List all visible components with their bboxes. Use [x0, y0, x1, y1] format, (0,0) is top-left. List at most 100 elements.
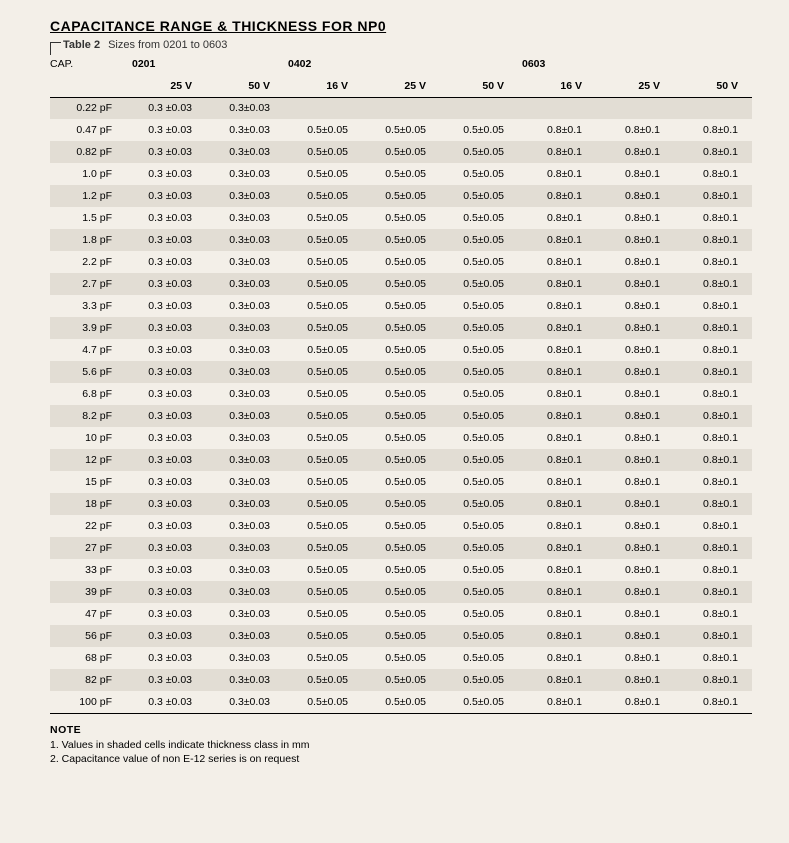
thickness-value: 0.3 ±0.03 — [128, 427, 206, 449]
thickness-value: 0.5±0.05 — [440, 537, 518, 559]
thickness-value: 0.3±0.03 — [206, 603, 284, 625]
thickness-value: 0.8±0.1 — [596, 163, 674, 185]
thickness-value: 0.8±0.1 — [518, 515, 596, 537]
thickness-value: 0.8±0.1 — [518, 471, 596, 493]
table-row: 22 pF0.3 ±0.030.3±0.030.5±0.050.5±0.050.… — [50, 515, 752, 537]
cap-value: 12 pF — [50, 449, 128, 471]
thickness-value: 0.8±0.1 — [518, 317, 596, 339]
thickness-value: 0.8±0.1 — [596, 581, 674, 603]
col-size-0201: 0201 — [128, 53, 206, 75]
table-row: 27 pF0.3 ±0.030.3±0.030.5±0.050.5±0.050.… — [50, 537, 752, 559]
table-row: 0.82 pF0.3 ±0.030.3±0.030.5±0.050.5±0.05… — [50, 141, 752, 163]
cap-value: 1.0 pF — [50, 163, 128, 185]
thickness-value: 0.8±0.1 — [674, 207, 752, 229]
page: CAPACITANCE RANGE & THICKNESS FOR NP0 Ta… — [0, 0, 789, 797]
thickness-value: 0.8±0.1 — [674, 229, 752, 251]
thickness-value: 0.5±0.05 — [440, 119, 518, 141]
thickness-value: 0.8±0.1 — [674, 185, 752, 207]
thickness-value: 0.5±0.05 — [362, 493, 440, 515]
cap-value: 3.9 pF — [50, 317, 128, 339]
cap-value: 100 pF — [50, 691, 128, 713]
thickness-value: 0.3±0.03 — [206, 273, 284, 295]
cap-value: 0.47 pF — [50, 119, 128, 141]
thickness-value: 0.8±0.1 — [674, 515, 752, 537]
thickness-value: 0.3 ±0.03 — [128, 339, 206, 361]
cap-value: 5.6 pF — [50, 361, 128, 383]
thickness-value: 0.8±0.1 — [596, 669, 674, 691]
table-row: 100 pF0.3 ±0.030.3±0.030.5±0.050.5±0.050… — [50, 691, 752, 713]
cap-value: 15 pF — [50, 471, 128, 493]
thickness-value: 0.8±0.1 — [518, 691, 596, 713]
table-body: 0.22 pF0.3 ±0.030.3±0.030.47 pF0.3 ±0.03… — [50, 97, 752, 713]
cap-value: 10 pF — [50, 427, 128, 449]
thickness-value: 0.3±0.03 — [206, 625, 284, 647]
thickness-value: 0.3 ±0.03 — [128, 471, 206, 493]
table-row: 10 pF0.3 ±0.030.3±0.030.5±0.050.5±0.050.… — [50, 427, 752, 449]
thickness-value: 0.3±0.03 — [206, 207, 284, 229]
thickness-value: 0.5±0.05 — [362, 559, 440, 581]
thickness-value: 0.3 ±0.03 — [128, 537, 206, 559]
thickness-value: 0.3 ±0.03 — [128, 229, 206, 251]
thickness-value: 0.8±0.1 — [518, 141, 596, 163]
table-row: 2.7 pF0.3 ±0.030.3±0.030.5±0.050.5±0.050… — [50, 273, 752, 295]
table-row: 82 pF0.3 ±0.030.3±0.030.5±0.050.5±0.050.… — [50, 669, 752, 691]
cap-value: 2.7 pF — [50, 273, 128, 295]
thickness-value: 0.3±0.03 — [206, 537, 284, 559]
col-voltage-6: 25 V — [596, 75, 674, 97]
thickness-value: 0.5±0.05 — [362, 691, 440, 713]
thickness-value: 0.5±0.05 — [440, 515, 518, 537]
thickness-value: 0.5±0.05 — [440, 251, 518, 273]
thickness-value: 0.8±0.1 — [674, 119, 752, 141]
thickness-value: 0.8±0.1 — [596, 273, 674, 295]
thickness-value: 0.5±0.05 — [284, 559, 362, 581]
table-subtitle: Sizes from 0201 to 0603 — [108, 39, 227, 51]
cap-value: 39 pF — [50, 581, 128, 603]
thickness-value: 0.5±0.05 — [440, 427, 518, 449]
thickness-value: 0.8±0.1 — [674, 493, 752, 515]
thickness-value: 0.8±0.1 — [518, 273, 596, 295]
thickness-value: 0.8±0.1 — [518, 383, 596, 405]
thickness-value: 0.5±0.05 — [362, 207, 440, 229]
cap-value: 2.2 pF — [50, 251, 128, 273]
thickness-value: 0.8±0.1 — [674, 427, 752, 449]
thickness-value: 0.5±0.05 — [284, 141, 362, 163]
thickness-value: 0.3±0.03 — [206, 691, 284, 713]
bracket-icon — [50, 42, 61, 55]
thickness-value: 0.8±0.1 — [674, 251, 752, 273]
thickness-value: 0.5±0.05 — [284, 229, 362, 251]
note-heading: NOTE — [50, 724, 759, 736]
cap-value: 0.22 pF — [50, 97, 128, 119]
table-row: 8.2 pF0.3 ±0.030.3±0.030.5±0.050.5±0.050… — [50, 405, 752, 427]
thickness-value: 0.5±0.05 — [362, 647, 440, 669]
thickness-value: 0.5±0.05 — [440, 141, 518, 163]
thickness-value: 0.5±0.05 — [440, 295, 518, 317]
col-voltage-2: 16 V — [284, 75, 362, 97]
thickness-value: 0.8±0.1 — [596, 383, 674, 405]
table-row: 68 pF0.3 ±0.030.3±0.030.5±0.050.5±0.050.… — [50, 647, 752, 669]
thickness-value: 0.5±0.05 — [362, 141, 440, 163]
thickness-value: 0.5±0.05 — [362, 361, 440, 383]
thickness-value: 0.8±0.1 — [674, 669, 752, 691]
thickness-value: 0.5±0.05 — [362, 537, 440, 559]
thickness-value: 0.3±0.03 — [206, 581, 284, 603]
thickness-value: 0.3 ±0.03 — [128, 273, 206, 295]
thickness-value: 0.8±0.1 — [596, 559, 674, 581]
thickness-value: 0.8±0.1 — [596, 493, 674, 515]
thickness-value — [284, 97, 362, 119]
thickness-value: 0.5±0.05 — [440, 185, 518, 207]
thickness-value: 0.8±0.1 — [596, 361, 674, 383]
thickness-value: 0.5±0.05 — [284, 581, 362, 603]
thickness-value: 0.3±0.03 — [206, 405, 284, 427]
thickness-value: 0.3±0.03 — [206, 647, 284, 669]
col-cap-label: CAP. — [50, 53, 128, 75]
thickness-value: 0.5±0.05 — [440, 339, 518, 361]
thickness-value: 0.8±0.1 — [518, 603, 596, 625]
thickness-value: 0.3 ±0.03 — [128, 691, 206, 713]
thickness-value: 0.5±0.05 — [362, 251, 440, 273]
thickness-value: 0.3 ±0.03 — [128, 581, 206, 603]
col-voltage-7: 50 V — [674, 75, 752, 97]
table-head: CAP.0201 0402 0603 25 V50 V16 V25 V50 V1… — [50, 53, 752, 97]
thickness-value: 0.3 ±0.03 — [128, 207, 206, 229]
thickness-value: 0.8±0.1 — [674, 405, 752, 427]
thickness-value: 0.8±0.1 — [596, 405, 674, 427]
